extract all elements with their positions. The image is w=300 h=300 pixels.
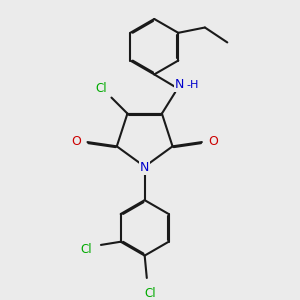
Text: Cl: Cl: [144, 287, 156, 300]
Text: Cl: Cl: [95, 82, 106, 95]
Text: -H: -H: [187, 80, 199, 90]
Text: N: N: [175, 78, 184, 91]
Text: O: O: [208, 134, 218, 148]
Text: Cl: Cl: [80, 243, 92, 256]
Text: O: O: [71, 134, 81, 148]
Text: N: N: [140, 161, 149, 174]
